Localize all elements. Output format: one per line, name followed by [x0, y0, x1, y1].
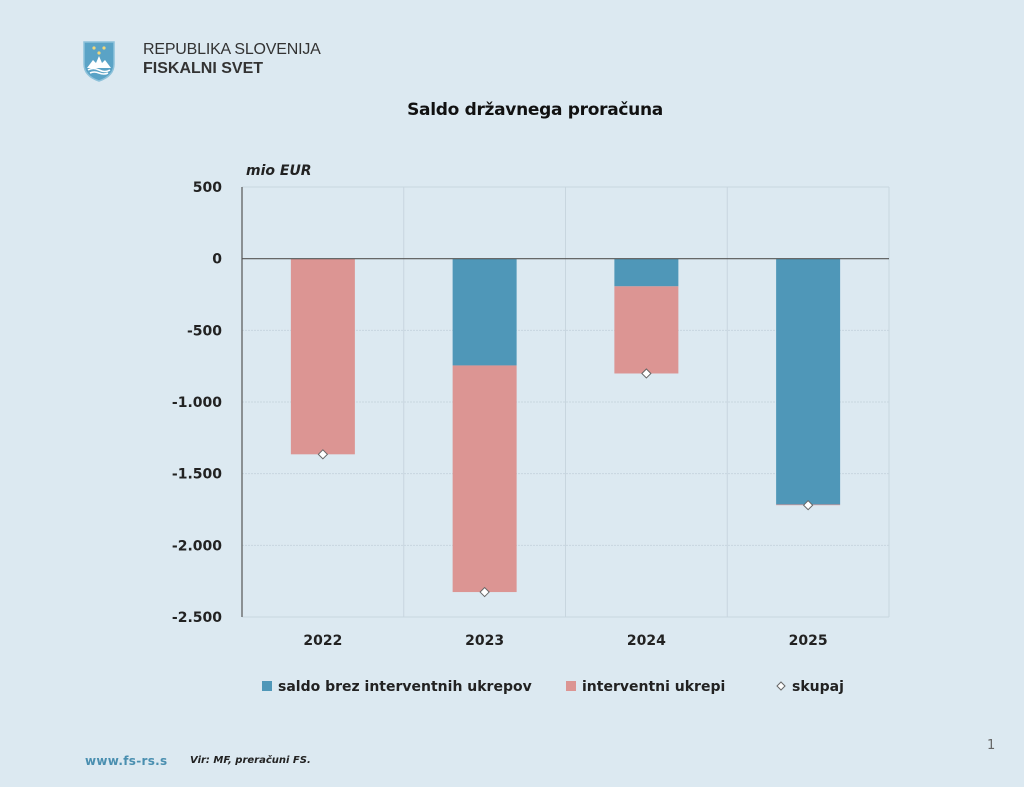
- legend-swatch: [566, 681, 576, 691]
- legend-label: saldo brez interventnih ukrepov: [278, 679, 532, 695]
- organization-name: REPUBLIKA SLOVENIJA FISKALNI SVET: [143, 41, 321, 78]
- legend-label: skupaj: [792, 679, 844, 695]
- org-line-1: REPUBLIKA SLOVENIJA: [143, 41, 321, 58]
- bar-base-balance: [614, 258, 679, 287]
- x-tick-label: 2025: [789, 633, 828, 649]
- total-marker: [802, 499, 814, 511]
- x-tick-label: 2022: [303, 633, 342, 649]
- x-tick-label: 2023: [465, 633, 504, 649]
- bars: [290, 258, 841, 593]
- y-tick-label: -2.000: [172, 538, 222, 554]
- total-marker: [641, 368, 652, 379]
- org-line-2: FISKALNI SVET: [143, 60, 264, 77]
- legend-marker: [776, 681, 786, 691]
- y-tick-label: -2.500: [172, 610, 222, 626]
- axis-labels: 500 0 -500 -1.000 -1.500 -2.000 -2.500 2022 2023…: [172, 180, 828, 649]
- website-link[interactable]: www.fs-rs.s: [85, 754, 168, 768]
- total-marker: [317, 449, 329, 460]
- axes: [241, 187, 889, 617]
- legend: saldo brez interventnih ukrepov intervent…: [262, 679, 844, 695]
- y-tick-label: 500: [193, 180, 222, 196]
- bar-intervention: [290, 258, 355, 455]
- total-marker: [479, 586, 490, 598]
- y-tick-label: -500: [187, 323, 222, 339]
- x-tick-label: 2024: [627, 633, 666, 649]
- bar-base-balance: [776, 258, 841, 505]
- y-axis-unit-label: mio EUR: [246, 163, 312, 179]
- bar-intervention: [614, 286, 679, 374]
- y-tick-label: -1.500: [172, 467, 222, 483]
- total-markers: [317, 368, 814, 598]
- legend-label: interventni ukrepi: [582, 679, 725, 695]
- y-tick-label: -1.000: [172, 395, 222, 411]
- page-number: 1: [987, 738, 996, 753]
- bar-base-balance: [452, 258, 517, 366]
- legend-swatch: [262, 681, 272, 691]
- source-note: Vir: MF, preračuni FS.: [190, 755, 311, 766]
- bar-intervention: [452, 365, 517, 593]
- y-tick-label: 0: [212, 252, 222, 268]
- chart-title: Saldo državnega proračuna: [407, 100, 663, 120]
- slovenian-coat-of-arms-icon: [83, 41, 115, 82]
